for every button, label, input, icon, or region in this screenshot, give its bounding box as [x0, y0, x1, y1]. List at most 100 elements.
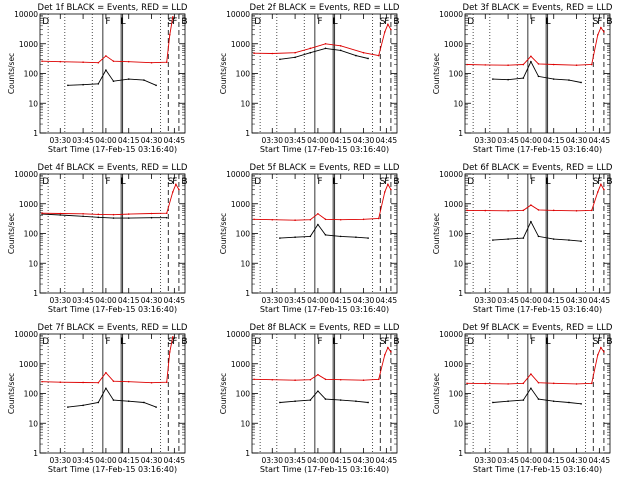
lld-point: [484, 64, 487, 66]
x-tick-label: 03:45: [72, 296, 94, 305]
region-letter: B: [606, 337, 612, 347]
x-tick-label: 03:45: [72, 456, 94, 465]
region-letter: S: [380, 177, 386, 187]
x-tick-label: 03:30: [261, 456, 283, 465]
lld-point: [294, 379, 296, 381]
x-tick-label: 03:30: [474, 136, 496, 145]
lld-series-line: [466, 346, 605, 385]
events-point: [530, 220, 532, 223]
lld-point: [384, 353, 386, 356]
x-tick-label: 04:15: [330, 136, 352, 145]
lld-point: [507, 209, 509, 212]
lld-point: [575, 64, 578, 67]
x-axis-label: Start Time (17-Feb-15 03:16:40): [48, 145, 177, 154]
y-axis-label: Counts/sec: [7, 53, 16, 94]
events-point: [294, 236, 296, 239]
panel-title: Det 2f BLACK = Events, RED = LLD: [250, 3, 400, 13]
lld-point: [377, 378, 380, 381]
lld-point: [165, 61, 168, 63]
events-point: [568, 239, 570, 241]
events-point: [82, 215, 84, 218]
region-letter: L: [121, 337, 126, 347]
region-letter: B: [181, 177, 187, 187]
lld-point: [178, 188, 180, 191]
y-tick-label: 1: [245, 449, 250, 458]
lld-point: [590, 209, 593, 212]
x-tick-label: 04:15: [543, 136, 565, 145]
region-letter: S: [380, 17, 386, 27]
y-axis-label: Counts/sec: [432, 213, 441, 254]
x-tick-label: 04:45: [376, 456, 398, 465]
events-point: [324, 398, 327, 400]
region-letter: S: [380, 337, 386, 347]
lld-point: [537, 381, 540, 384]
lld-point: [377, 54, 380, 57]
x-tick-label: 04:30: [141, 296, 163, 305]
events-series-line: [67, 69, 157, 86]
lld-point: [59, 60, 62, 63]
y-axis-label: Counts/sec: [432, 53, 441, 94]
y-tick-label: 10000: [439, 330, 463, 339]
x-tick-label: 04:45: [589, 456, 611, 465]
lld-point: [384, 31, 386, 33]
lld-point: [537, 209, 540, 211]
lld-point: [384, 191, 386, 193]
y-tick-label: 100: [236, 70, 251, 79]
lld-point: [575, 209, 578, 212]
events-point: [530, 387, 532, 390]
lld-point: [387, 23, 389, 26]
events-point: [279, 237, 281, 239]
lld-point: [390, 188, 392, 191]
y-tick-label: 1: [458, 449, 463, 458]
y-tick-label: 1000: [444, 40, 463, 49]
events-point: [522, 399, 525, 401]
lld-point: [41, 380, 43, 383]
events-point: [309, 399, 312, 401]
x-tick-label: 04:00: [307, 456, 329, 465]
events-point: [580, 81, 582, 84]
y-tick-label: 1000: [19, 40, 38, 49]
lld-point: [168, 351, 171, 353]
lld-point: [466, 209, 468, 212]
region-letter: F: [172, 17, 177, 27]
lld-point: [165, 212, 168, 215]
events-series-line: [492, 220, 582, 242]
lld-series-line: [466, 26, 605, 66]
lld-point: [362, 51, 365, 54]
events-point: [143, 79, 145, 81]
y-tick-label: 10000: [14, 10, 38, 19]
x-tick-label: 04:00: [95, 456, 117, 465]
lld-point: [82, 61, 84, 63]
region-letter: B: [606, 177, 612, 187]
region-letter: F: [597, 337, 602, 347]
lld-point: [253, 218, 255, 221]
events-point: [339, 235, 342, 238]
panel-title: Det 7f BLACK = Events, RED = LLD: [38, 323, 188, 333]
events-point: [97, 401, 100, 404]
events-point: [324, 234, 327, 236]
y-tick-label: 10000: [226, 170, 250, 179]
x-tick-label: 04:30: [566, 456, 588, 465]
lld-point: [271, 218, 274, 221]
events-point: [568, 79, 570, 81]
events-point: [339, 399, 342, 401]
events-point: [522, 77, 525, 79]
lld-point: [271, 378, 274, 381]
region-letter: D: [42, 17, 49, 27]
plot-frame: [251, 333, 398, 454]
x-tick-label: 04:30: [141, 456, 163, 465]
events-point: [537, 398, 540, 400]
region-letter: D: [467, 177, 474, 187]
lld-point: [466, 382, 468, 385]
y-tick-label: 100: [24, 70, 39, 79]
y-tick-label: 10000: [14, 330, 38, 339]
lld-series-line: [253, 23, 392, 57]
events-point: [355, 236, 357, 239]
lld-point: [175, 183, 177, 186]
x-tick-label: 04:00: [520, 136, 542, 145]
events-point: [294, 400, 296, 403]
y-tick-label: 1: [245, 129, 250, 138]
x-tick-label: 03:45: [284, 456, 306, 465]
events-series-line: [41, 213, 167, 219]
lld-point: [507, 383, 509, 385]
